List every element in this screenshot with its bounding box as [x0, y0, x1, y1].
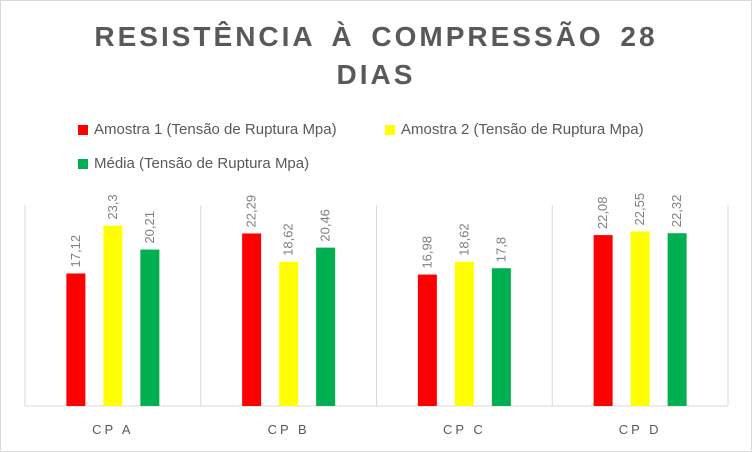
legend-swatch-amostra-1	[78, 124, 88, 135]
data-label-3-3: 17,8	[493, 237, 508, 262]
legend-item-amostra-1: Amostra 1 (Tensão de Ruptura Mpa)	[78, 121, 337, 138]
bar-3-2	[316, 247, 336, 406]
data-label-2-1: 23,3	[105, 194, 120, 219]
data-label-2-2: 18,62	[281, 223, 296, 256]
chart-title-line-2: DIAS	[336, 59, 416, 90]
data-label-3-4: 22,32	[669, 195, 684, 228]
legend-label-amostra-2: Amostra 2 (Tensão de Ruptura Mpa)	[401, 121, 644, 138]
legend-swatch-media	[78, 158, 88, 169]
bar-3-4	[667, 233, 687, 406]
bar-1-3	[417, 274, 437, 406]
legend-label-amostra-1: Amostra 1 (Tensão de Ruptura Mpa)	[94, 121, 337, 138]
legend-swatch-amostra-2	[385, 124, 395, 135]
x-tick-label: CP C	[443, 422, 486, 437]
chart-title: RESISTÊNCIA À COMPRESSÃO 28 DIAS	[0, 18, 752, 94]
x-tick-label: CP B	[268, 422, 310, 437]
bar-2-3	[454, 261, 474, 406]
bar-2-2	[279, 261, 299, 406]
bar-3-1	[140, 249, 160, 406]
legend-item-amostra-2: Amostra 2 (Tensão de Ruptura Mpa)	[385, 121, 644, 138]
bar-3-3	[491, 268, 511, 406]
data-label-2-4: 22,55	[632, 193, 647, 226]
legend-item-media: Média (Tensão de Ruptura Mpa)	[78, 155, 309, 172]
x-tick-label: CP A	[92, 422, 133, 437]
legend-label-media: Média (Tensão de Ruptura Mpa)	[94, 155, 310, 172]
chart-title-line-1: RESISTÊNCIA À COMPRESSÃO 28	[94, 21, 658, 52]
x-tick-label: CP D	[619, 422, 662, 437]
data-label-1-3: 16,98	[419, 236, 434, 269]
bar-2-4	[630, 231, 650, 406]
data-label-1-2: 22,29	[244, 195, 259, 228]
bar-1-2	[242, 233, 262, 406]
bar-2-1	[103, 225, 123, 406]
data-label-1-4: 22,08	[595, 197, 610, 230]
bar-1-1	[66, 273, 86, 406]
bar-1-4	[593, 235, 613, 406]
data-label-2-3: 18,62	[456, 223, 471, 256]
data-label-3-1: 20,21	[142, 211, 157, 244]
data-label-1-1: 17,12	[68, 235, 83, 268]
data-label-3-2: 20,46	[318, 209, 333, 242]
